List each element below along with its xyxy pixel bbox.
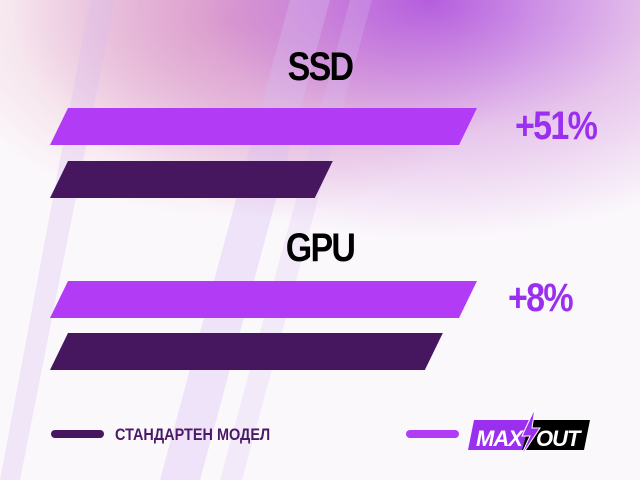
svg-text:MAX: MAX <box>476 426 524 451</box>
bar-ssd-standard <box>50 161 333 198</box>
category-label-ssd: SSD <box>287 45 355 89</box>
bar-gpu-standard <box>50 333 443 370</box>
bar-ssd-maxout <box>50 108 477 145</box>
improvement-label-gpu: +8% <box>508 276 574 320</box>
category-label-gpu: GPU <box>285 226 356 270</box>
maxout-logo: MAX OUT <box>468 407 590 459</box>
legend-label-standard: СТАНДАРТЕН МОДЕЛ <box>115 425 271 444</box>
svg-text:OUT: OUT <box>536 426 582 451</box>
improvement-label-ssd: +51% <box>515 104 598 148</box>
bar-gpu-maxout <box>50 281 477 318</box>
